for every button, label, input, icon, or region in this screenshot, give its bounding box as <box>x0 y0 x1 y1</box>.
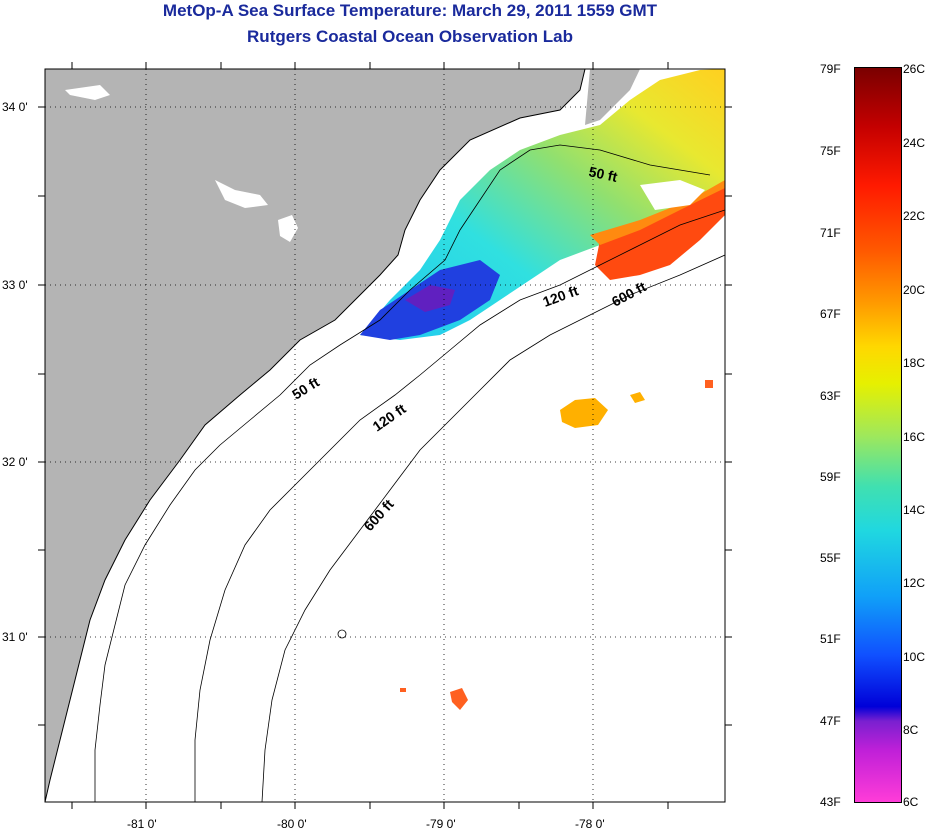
map-frame <box>44 68 726 803</box>
contour-120ft <box>194 209 725 802</box>
sst-orange-band <box>590 180 725 245</box>
colorbar-c-10: 10C <box>903 650 926 664</box>
cloud-blob-3 <box>278 215 298 242</box>
cloud-blob-1 <box>65 85 110 100</box>
seamount-contour <box>337 629 347 639</box>
colorbar-f-67: 67F <box>820 307 841 321</box>
lon-label-79: -79 0' <box>426 817 456 831</box>
lat-label-33: 33 0' <box>2 278 28 292</box>
colorbar-f-63: 63F <box>820 389 841 403</box>
colorbar-c-24: 24C <box>903 136 926 150</box>
colorbar-c-18: 18C <box>903 356 926 370</box>
lat-label-34: 34 0' <box>2 100 28 114</box>
cloud-gap <box>640 180 705 210</box>
graticule <box>45 69 725 802</box>
sst-warm-patch <box>595 185 725 280</box>
colorbar-c-12: 12C <box>903 576 926 590</box>
colorbar-f-79: 79F <box>820 62 841 76</box>
lon-label-80: -80 0' <box>277 817 307 831</box>
sst-orange-spot-2 <box>630 392 645 403</box>
sst-red-spot-2 <box>705 380 713 388</box>
contour-label-50ft-north: 50 ft <box>587 163 619 185</box>
sst-orange-spot <box>560 398 608 428</box>
land-area-ne <box>585 69 640 125</box>
colorbar-f-55: 55F <box>820 551 841 565</box>
tick-marks <box>38 62 732 809</box>
colorbar-f-59: 59F <box>820 470 841 484</box>
land-area <box>45 69 585 802</box>
colorbar-c-16: 16C <box>903 430 926 444</box>
map-title: MetOp-A Sea Surface Temperature: March 2… <box>162 1 658 20</box>
lon-label-81: -81 0' <box>127 817 157 831</box>
sst-red-spot-3 <box>400 688 406 692</box>
cloud-blob-2 <box>215 180 268 208</box>
coastline <box>45 69 586 802</box>
colorbar-c-8: 8C <box>903 723 919 737</box>
colorbar-c-26: 26C <box>903 62 926 76</box>
colorbar-f-75: 75F <box>820 144 841 158</box>
sst-coldest-patch <box>405 285 455 312</box>
colorbar-c-20: 20C <box>903 283 926 297</box>
lon-label-78: -78 0' <box>575 817 605 831</box>
lat-label-32: 32 0' <box>2 455 28 469</box>
colorbar-f-51: 51F <box>820 632 841 646</box>
colorbar-c-14: 14C <box>903 503 926 517</box>
colorbar-c-6: 6C <box>903 795 919 809</box>
map-subtitle: Rutgers Coastal Ocean Observation Lab <box>247 27 573 46</box>
lat-label-31: 31 0' <box>2 630 28 644</box>
colorbar-f-47: 47F <box>820 714 841 728</box>
contour-50ft <box>94 144 711 802</box>
colorbar-c-22: 22C <box>903 209 926 223</box>
colorbar-f-71: 71F <box>820 226 841 240</box>
contour-600ft <box>261 254 725 802</box>
temperature-colorbar <box>854 67 902 803</box>
colorbar-f-43: 43F <box>820 795 841 809</box>
sst-red-spot <box>450 688 468 710</box>
